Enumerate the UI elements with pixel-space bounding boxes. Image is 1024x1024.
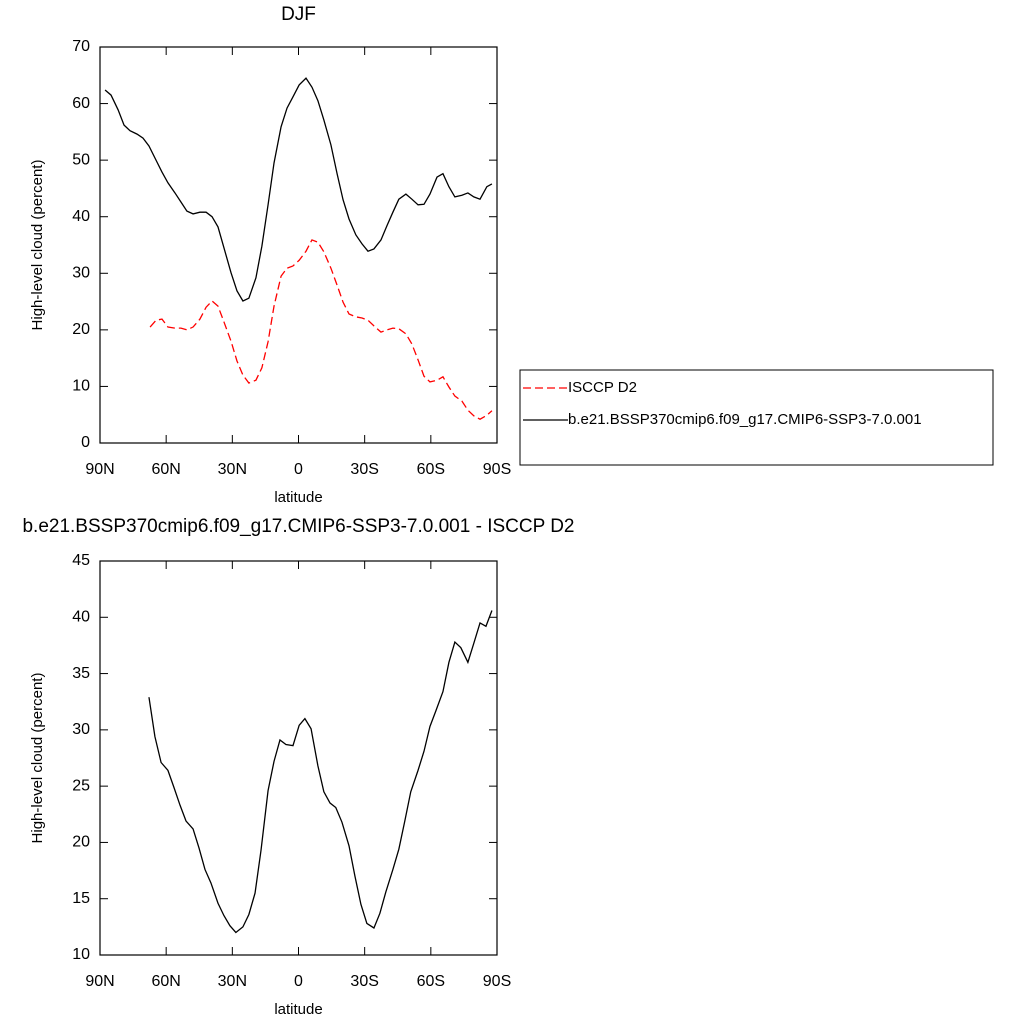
y-tick-label: 70	[72, 38, 90, 55]
chart-title: DJF	[281, 4, 316, 25]
chart-title: b.e21.BSSP370cmip6.f09_g17.CMIP6-SSP3-7.…	[22, 516, 574, 537]
x-tick-label: 30N	[218, 973, 247, 990]
legend-box	[519, 369, 994, 466]
y-tick-label: 45	[72, 552, 90, 569]
y-tick-label: 60	[72, 95, 90, 112]
x-tick-label: 60S	[417, 461, 445, 478]
x-tick-label: 90N	[85, 461, 114, 478]
legend-label: b.e21.BSSP370cmip6.f09_g17.CMIP6-SSP3-7.…	[568, 411, 922, 428]
legend-label: ISCCP D2	[568, 379, 637, 396]
y-tick-label: 10	[72, 946, 90, 963]
x-tick-label: 90N	[85, 973, 114, 990]
y-tick-label: 20	[72, 834, 90, 851]
y-axis-label: High-level cloud (percent)	[29, 160, 46, 331]
data-line	[149, 239, 493, 420]
y-tick-label: 25	[72, 777, 90, 794]
data-line	[148, 610, 493, 934]
x-tick-label: 30S	[350, 973, 378, 990]
y-tick-label: 0	[81, 434, 90, 451]
data-line	[104, 77, 493, 302]
y-tick-label: 20	[72, 321, 90, 338]
y-tick-label: 40	[72, 208, 90, 225]
plot-frame	[99, 46, 498, 444]
x-tick-label: 60S	[417, 973, 445, 990]
y-tick-label: 30	[72, 721, 90, 738]
x-tick-label: 60N	[151, 973, 180, 990]
y-tick-label: 15	[72, 890, 90, 907]
x-tick-label: 0	[294, 973, 303, 990]
x-axis-label: latitude	[274, 489, 322, 506]
x-tick-label: 60N	[151, 461, 180, 478]
y-tick-label: 35	[72, 665, 90, 682]
y-tick-label: 40	[72, 609, 90, 626]
y-axis-label: High-level cloud (percent)	[29, 673, 46, 844]
x-tick-label: 0	[294, 461, 303, 478]
x-tick-label: 90S	[483, 461, 511, 478]
x-tick-label: 30S	[350, 461, 378, 478]
y-tick-label: 30	[72, 265, 90, 282]
x-tick-label: 30N	[218, 461, 247, 478]
x-axis-label: latitude	[274, 1001, 322, 1018]
x-tick-label: 90S	[483, 973, 511, 990]
y-tick-label: 10	[72, 378, 90, 395]
y-tick-label: 50	[72, 151, 90, 168]
